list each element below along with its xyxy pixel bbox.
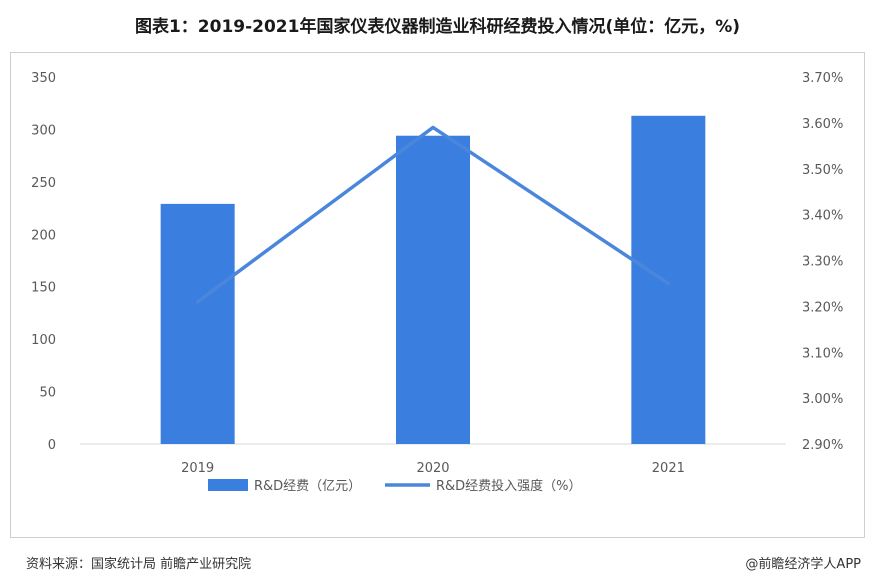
y-left-tick-label: 100 xyxy=(31,333,56,348)
y-right-tick-label: 3.50% xyxy=(802,163,843,178)
x-tick-label: 2020 xyxy=(416,461,449,476)
legend-label-bar: R&D经费（亿元） xyxy=(254,479,361,494)
source-note: 资料来源：国家统计局 前瞻产业研究院 xyxy=(26,557,252,572)
x-tick-label: 2019 xyxy=(181,461,214,476)
y-left-tick-label: 250 xyxy=(31,176,56,191)
y-right-tick-label: 3.40% xyxy=(802,209,843,224)
chart-title: 图表1：2019-2021年国家仪表仪器制造业科研经费投入情况(单位：亿元，%) xyxy=(134,17,741,37)
y-left-tick-label: 150 xyxy=(31,281,56,296)
bar xyxy=(160,203,235,444)
y-right-tick-label: 3.30% xyxy=(802,255,843,270)
y-right-tick-label: 2.90% xyxy=(802,438,843,453)
y-right-tick-label: 3.20% xyxy=(802,300,843,315)
credit-note: @前瞻经济学人APP xyxy=(745,557,861,572)
x-tick-label: 2021 xyxy=(652,461,685,476)
y-left-tick-label: 350 xyxy=(31,71,56,86)
y-left-tick-label: 300 xyxy=(31,123,56,138)
legend-swatch-bar xyxy=(208,479,248,491)
bar xyxy=(631,115,706,444)
y-right-tick-label: 3.00% xyxy=(802,392,843,407)
y-right-tick-label: 3.70% xyxy=(802,71,843,86)
y-left-tick-label: 0 xyxy=(48,438,56,453)
bar xyxy=(396,135,470,444)
y-left-tick-label: 50 xyxy=(39,386,56,401)
y-right-tick-label: 3.10% xyxy=(802,346,843,361)
y-right-tick-label: 3.60% xyxy=(802,117,843,132)
y-left-tick-label: 200 xyxy=(31,228,56,243)
legend-label-line: R&D经费投入强度（%） xyxy=(436,478,582,494)
